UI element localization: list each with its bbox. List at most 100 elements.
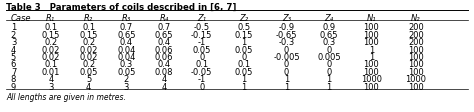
Text: 0.65: 0.65 — [117, 31, 136, 40]
Text: -0.9: -0.9 — [278, 23, 294, 32]
Text: 0.05: 0.05 — [117, 68, 136, 77]
Text: 0.15: 0.15 — [42, 31, 60, 40]
Text: 0: 0 — [326, 46, 331, 55]
Text: Z₁: Z₁ — [197, 14, 206, 24]
Text: 0.3: 0.3 — [119, 60, 133, 69]
Text: 1: 1 — [241, 75, 246, 84]
Text: 0.02: 0.02 — [79, 46, 98, 55]
Text: 100: 100 — [408, 60, 424, 69]
Text: 1: 1 — [241, 38, 246, 47]
Text: 0.05: 0.05 — [235, 68, 253, 77]
Text: 2: 2 — [11, 31, 16, 40]
Text: 1: 1 — [326, 83, 331, 92]
Text: -1: -1 — [198, 75, 206, 84]
Text: 0: 0 — [199, 53, 204, 62]
Text: -0.5: -0.5 — [193, 23, 210, 32]
Text: 100: 100 — [408, 83, 424, 92]
Text: 3: 3 — [48, 83, 54, 92]
Text: 7: 7 — [11, 68, 16, 77]
Text: 0: 0 — [284, 68, 289, 77]
Text: 0.02: 0.02 — [79, 53, 98, 62]
Text: Z₄: Z₄ — [324, 14, 333, 24]
Text: 0.65: 0.65 — [319, 31, 338, 40]
Text: -1: -1 — [198, 38, 206, 47]
Text: R₄: R₄ — [159, 14, 169, 24]
Text: Z₂: Z₂ — [239, 14, 249, 24]
Text: 3: 3 — [124, 83, 129, 92]
Text: 0.1: 0.1 — [237, 60, 251, 69]
Text: 0: 0 — [326, 60, 331, 69]
Text: 0.02: 0.02 — [42, 53, 60, 62]
Text: 200: 200 — [408, 23, 424, 32]
Text: 1: 1 — [369, 46, 374, 55]
Text: 1: 1 — [284, 75, 289, 84]
Text: 0.06: 0.06 — [155, 46, 173, 55]
Text: 1: 1 — [11, 23, 16, 32]
Text: 200: 200 — [408, 38, 424, 47]
Text: 8: 8 — [11, 75, 16, 84]
Text: 0.02: 0.02 — [42, 46, 60, 55]
Text: 100: 100 — [408, 53, 424, 62]
Text: 0.1: 0.1 — [44, 23, 57, 32]
Text: 100: 100 — [364, 23, 379, 32]
Text: All lengths are given in metres.: All lengths are given in metres. — [6, 93, 126, 102]
Text: 0.2: 0.2 — [82, 60, 95, 69]
Text: 1: 1 — [326, 75, 331, 84]
Text: 0.65: 0.65 — [155, 31, 173, 40]
Text: 0.4: 0.4 — [157, 60, 171, 69]
Text: 0.1: 0.1 — [44, 60, 57, 69]
Text: 3: 3 — [11, 38, 16, 47]
Text: 5: 5 — [11, 53, 16, 62]
Text: 0.05: 0.05 — [79, 68, 98, 77]
Text: 1: 1 — [284, 83, 289, 92]
Text: 1000: 1000 — [361, 75, 382, 84]
Text: 0.2: 0.2 — [82, 38, 95, 47]
Text: 9: 9 — [11, 83, 16, 92]
Text: 0.1: 0.1 — [195, 60, 208, 69]
Text: 0.4: 0.4 — [120, 38, 133, 47]
Text: 0: 0 — [326, 68, 331, 77]
Text: Table 3   Parameters of coils described in [6, 7]: Table 3 Parameters of coils described in… — [6, 3, 237, 12]
Text: 4: 4 — [161, 75, 166, 84]
Text: -0.65: -0.65 — [276, 31, 297, 40]
Text: R₂: R₂ — [84, 14, 93, 24]
Text: 200: 200 — [408, 31, 424, 40]
Text: 0.005: 0.005 — [317, 53, 341, 62]
Text: 100: 100 — [364, 60, 379, 69]
Text: 0.04: 0.04 — [117, 46, 136, 55]
Text: 4: 4 — [86, 83, 91, 92]
Text: 0.06: 0.06 — [155, 53, 173, 62]
Text: 5: 5 — [86, 75, 91, 84]
Text: 0.05: 0.05 — [235, 46, 253, 55]
Text: -0.3: -0.3 — [278, 38, 295, 47]
Text: 0.15: 0.15 — [79, 31, 98, 40]
Text: 100: 100 — [408, 46, 424, 55]
Text: 100: 100 — [364, 68, 379, 77]
Text: 0.01: 0.01 — [42, 68, 60, 77]
Text: 0: 0 — [284, 46, 289, 55]
Text: 0.7: 0.7 — [119, 23, 133, 32]
Text: 0.7: 0.7 — [157, 23, 171, 32]
Text: 1000: 1000 — [406, 75, 427, 84]
Text: 0.9: 0.9 — [322, 23, 336, 32]
Text: 100: 100 — [364, 31, 379, 40]
Text: 0.1: 0.1 — [82, 23, 95, 32]
Text: 0.4: 0.4 — [157, 38, 171, 47]
Text: 6: 6 — [11, 60, 16, 69]
Text: 0.2: 0.2 — [44, 38, 57, 47]
Text: R₁: R₁ — [46, 14, 55, 24]
Text: N₁: N₁ — [366, 14, 376, 24]
Text: Z₃: Z₃ — [282, 14, 291, 24]
Text: -0.005: -0.005 — [273, 53, 300, 62]
Text: 4: 4 — [11, 46, 16, 55]
Text: R₃: R₃ — [122, 14, 131, 24]
Text: 0.05: 0.05 — [192, 46, 211, 55]
Text: 0.3: 0.3 — [322, 38, 336, 47]
Text: 1: 1 — [241, 83, 246, 92]
Text: Case: Case — [11, 14, 31, 24]
Text: 4: 4 — [161, 83, 166, 92]
Text: 0.08: 0.08 — [155, 68, 173, 77]
Text: 0.15: 0.15 — [235, 31, 253, 40]
Text: -0.05: -0.05 — [191, 68, 212, 77]
Text: N₂: N₂ — [411, 14, 421, 24]
